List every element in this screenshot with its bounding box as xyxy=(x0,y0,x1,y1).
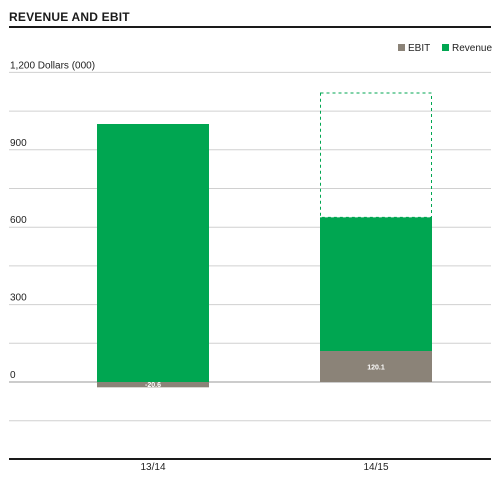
bars xyxy=(97,92,432,388)
y-tick-label: 0 xyxy=(10,370,16,381)
title-rule xyxy=(9,26,491,28)
legend-swatch xyxy=(398,44,405,51)
revenue-bar xyxy=(97,124,209,382)
previous-revenue-outline xyxy=(320,92,432,218)
chart-title: REVENUE AND EBIT xyxy=(9,10,130,24)
x-category-label: 13/14 xyxy=(140,462,165,473)
ebit-data-label: -20.6 xyxy=(145,382,161,389)
revenue-bar xyxy=(320,217,432,352)
ebit-bar xyxy=(97,382,209,388)
legend-label: EBIT xyxy=(408,43,430,54)
y-tick-label: 900 xyxy=(10,138,27,149)
x-category-label: 14/15 xyxy=(363,462,388,473)
legend: EBIT Revenue xyxy=(398,43,492,54)
legend-swatch xyxy=(442,44,449,51)
legend-label: Revenue xyxy=(452,43,492,54)
y-tick-label: 300 xyxy=(10,293,27,304)
ebit-data-label: 120.1 xyxy=(367,365,385,372)
labels: 0 300 600 900 1,200 Dollars (000) -20.6 13/14 1… xyxy=(10,60,389,473)
ebit-bar xyxy=(320,351,432,382)
y-tick-label: 1,200 Dollars (000) xyxy=(10,60,95,71)
y-tick-label: 600 xyxy=(10,215,27,226)
